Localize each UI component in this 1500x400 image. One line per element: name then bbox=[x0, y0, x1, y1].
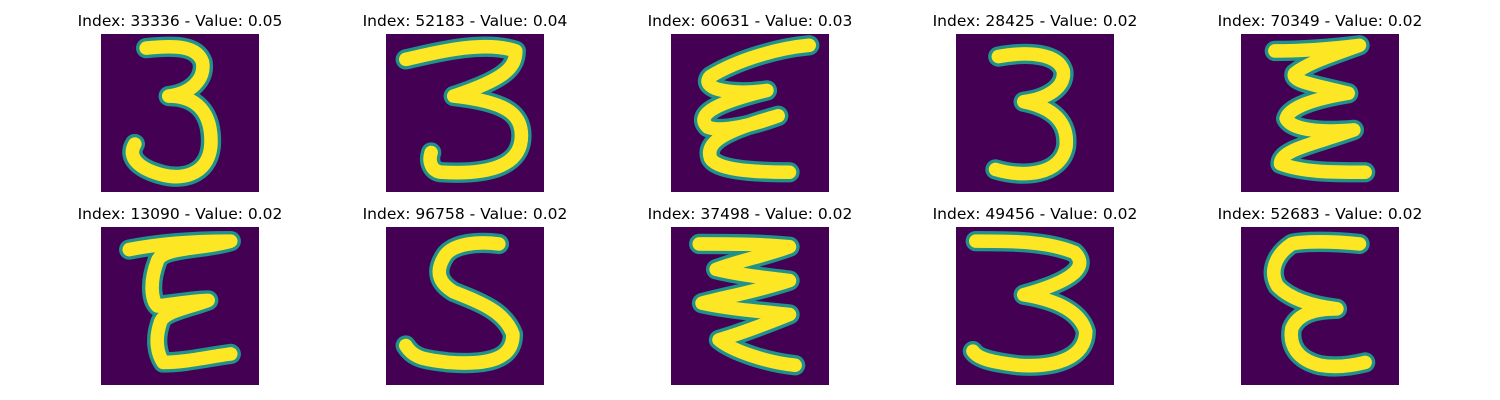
digit-image bbox=[671, 34, 829, 192]
panel-title: Index: 33336 - Value: 0.05 bbox=[77, 12, 283, 30]
panel-title: Index: 28425 - Value: 0.02 bbox=[932, 12, 1138, 30]
digit-image bbox=[386, 227, 544, 385]
glyph-stroke-core bbox=[125, 39, 218, 184]
panel-7: Index: 37498 - Value: 0.02 bbox=[605, 205, 895, 395]
panel-title: Index: 60631 - Value: 0.03 bbox=[647, 12, 853, 30]
panel-title: Index: 96758 - Value: 0.02 bbox=[362, 205, 568, 223]
glyph-stroke-core bbox=[398, 39, 529, 180]
glyph-stroke-core bbox=[966, 234, 1093, 373]
digit-image bbox=[956, 227, 1114, 385]
panel-title: Index: 49456 - Value: 0.02 bbox=[932, 205, 1138, 223]
glyph-stroke-core bbox=[1267, 235, 1372, 374]
digit-image bbox=[1241, 34, 1399, 192]
panel-title: Index: 70349 - Value: 0.02 bbox=[1217, 12, 1423, 30]
glyph-stroke-core bbox=[988, 47, 1074, 181]
glyph-stroke-core bbox=[398, 236, 520, 370]
digit-image bbox=[956, 34, 1114, 192]
panel-6: Index: 96758 - Value: 0.02 bbox=[320, 205, 610, 395]
panel-title: Index: 13090 - Value: 0.02 bbox=[77, 205, 283, 223]
panel-title: Index: 52683 - Value: 0.02 bbox=[1217, 205, 1423, 223]
panel-4: Index: 70349 - Value: 0.02 bbox=[1175, 12, 1465, 202]
glyph-stroke-core bbox=[697, 38, 817, 180]
digit-image bbox=[386, 34, 544, 192]
panel-0: Index: 33336 - Value: 0.05 bbox=[35, 12, 325, 202]
glyph-stroke-core bbox=[692, 237, 802, 373]
panel-title: Index: 37498 - Value: 0.02 bbox=[647, 205, 853, 223]
digit-image bbox=[1241, 227, 1399, 385]
panel-8: Index: 49456 - Value: 0.02 bbox=[890, 205, 1180, 395]
panel-title: Index: 52183 - Value: 0.04 bbox=[362, 12, 568, 30]
digit-image bbox=[101, 227, 259, 385]
glyph-stroke-core bbox=[122, 234, 238, 370]
panel-2: Index: 60631 - Value: 0.03 bbox=[605, 12, 895, 202]
panel-3: Index: 28425 - Value: 0.02 bbox=[890, 12, 1180, 202]
panel-1: Index: 52183 - Value: 0.04 bbox=[320, 12, 610, 202]
glyph-stroke-core bbox=[1268, 38, 1372, 180]
digit-image bbox=[101, 34, 259, 192]
panel-5: Index: 13090 - Value: 0.02 bbox=[35, 205, 325, 395]
panel-9: Index: 52683 - Value: 0.02 bbox=[1175, 205, 1465, 395]
digit-image bbox=[671, 227, 829, 385]
